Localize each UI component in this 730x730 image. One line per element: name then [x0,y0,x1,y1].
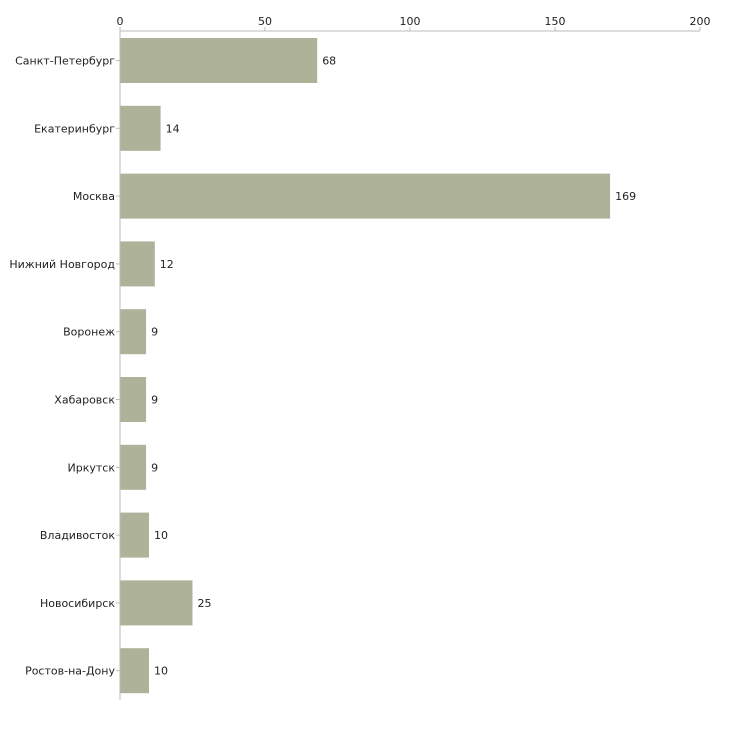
bar [120,444,147,490]
category-label: Воронеж [63,326,115,339]
bar [120,309,147,355]
category-label: Новосибирск [40,597,115,610]
x-tick-label: 100 [400,15,421,28]
value-label: 169 [615,190,636,203]
bar [120,512,149,558]
x-tick-label: 200 [690,15,711,28]
bar [120,580,193,626]
value-label: 68 [322,55,336,68]
bar [120,105,161,151]
category-label: Санкт-Петербург [15,55,115,68]
value-label: 9 [151,394,158,407]
bar [120,377,147,422]
x-tick-label: 50 [258,15,272,28]
value-labels: 68 14 169 12 9 9 9 10 25 10 [151,55,636,678]
category-label: Владивосток [40,529,115,542]
category-label: Ростов-на-Дону [25,665,115,678]
category-label: Хабаровск [54,394,115,407]
category-label: Иркутск [68,461,116,474]
value-label: 10 [154,529,168,542]
x-axis-ticks: 0 50 100 150 200 [117,15,711,31]
bar [120,241,155,287]
bar [120,38,318,83]
x-tick-label: 0 [117,15,124,28]
value-label: 25 [198,597,212,610]
bar [120,648,149,694]
value-label: 14 [166,122,180,135]
category-label: Екатеринбург [34,122,115,135]
category-labels: Санкт-Петербург Екатеринбург Москва Нижний … [9,55,120,678]
value-label: 10 [154,665,168,678]
category-label: Москва [73,190,115,203]
x-tick-label: 150 [545,15,566,28]
bar [120,173,611,219]
category-label: Нижний Новгород [9,258,115,271]
bars-group [120,38,611,694]
value-label: 9 [151,326,158,339]
value-label: 9 [151,461,158,474]
value-label: 12 [160,258,174,271]
